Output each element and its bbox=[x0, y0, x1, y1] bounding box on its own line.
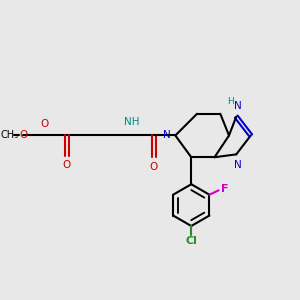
Text: O: O bbox=[62, 160, 71, 170]
Text: N: N bbox=[234, 160, 242, 170]
Text: O: O bbox=[19, 130, 27, 140]
Text: O: O bbox=[41, 119, 49, 129]
Text: Cl: Cl bbox=[185, 236, 197, 246]
Text: CH₃: CH₃ bbox=[1, 130, 19, 140]
Text: N: N bbox=[163, 130, 171, 140]
Text: H: H bbox=[227, 97, 234, 106]
Text: O: O bbox=[149, 162, 158, 172]
Text: NH: NH bbox=[124, 117, 140, 128]
Text: N: N bbox=[234, 101, 242, 111]
Text: F: F bbox=[221, 184, 228, 194]
